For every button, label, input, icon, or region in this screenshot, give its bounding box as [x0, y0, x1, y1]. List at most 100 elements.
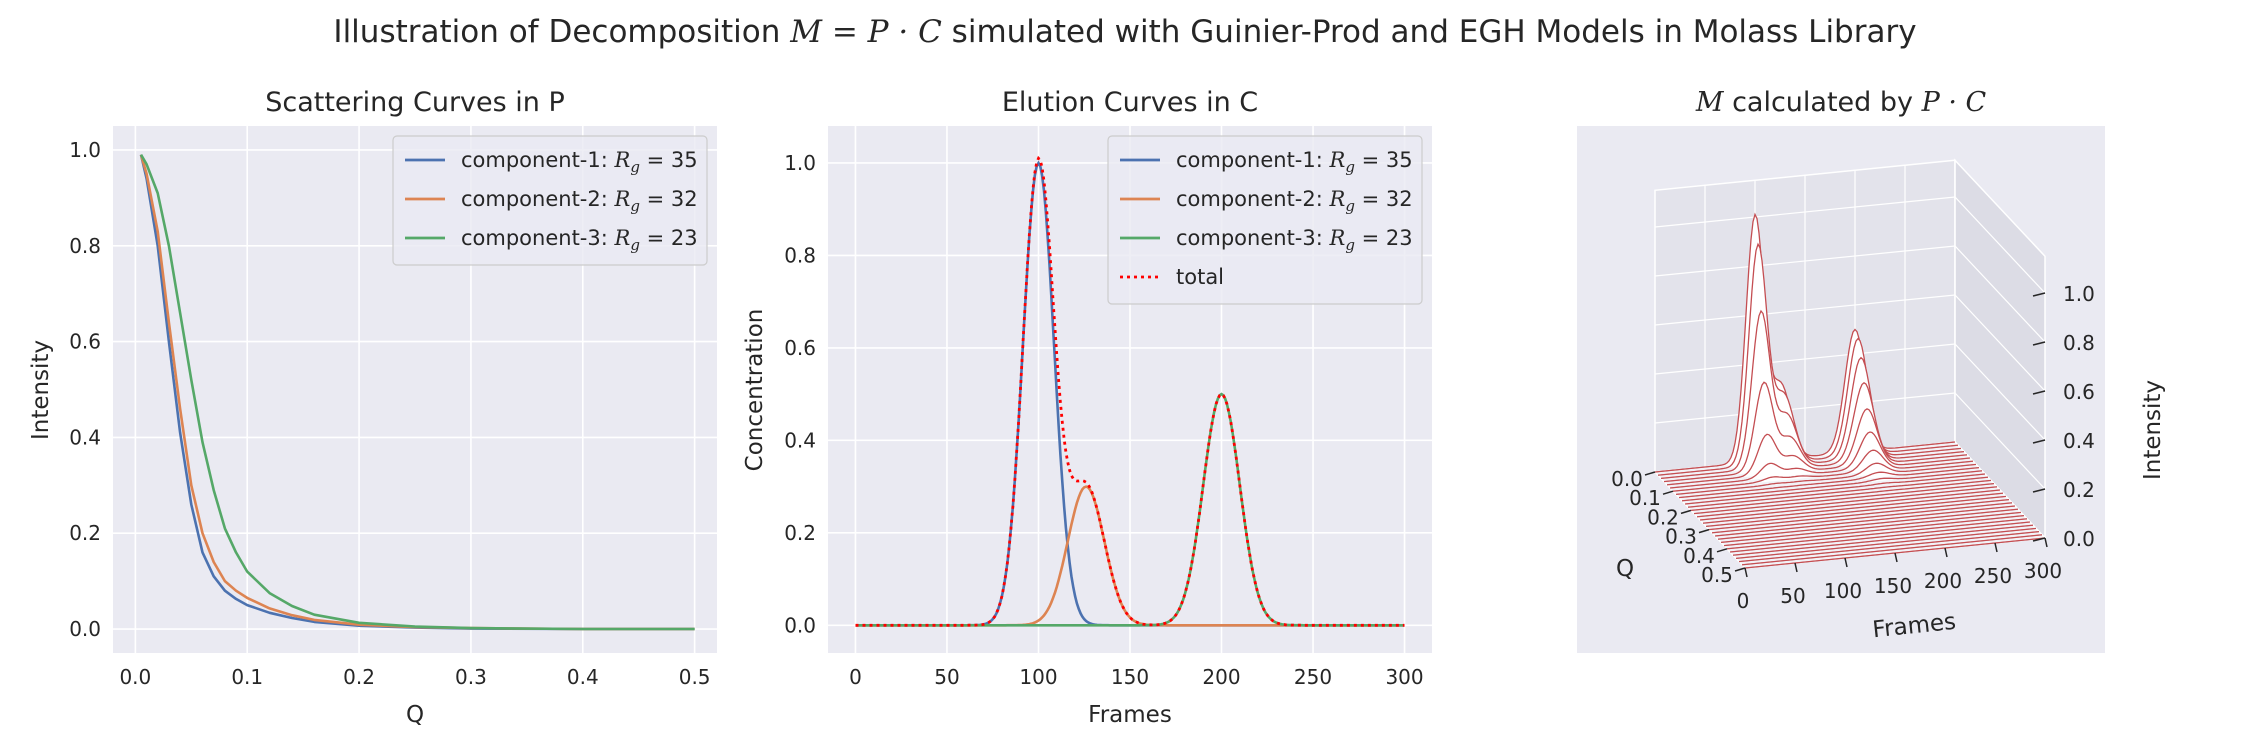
surface-slice-line — [1732, 524, 2034, 556]
surface-title: M calculated by P · C — [1695, 87, 1987, 118]
surface-z-tick — [2032, 488, 2046, 493]
scattering-title: Scattering Curves in P — [265, 87, 565, 118]
scattering-legend: component-1: Rg = 35 component-2: Rg = 32… — [392, 135, 708, 266]
surface-q-tick-label: 0.3 — [1665, 525, 1697, 549]
surface-slice-line — [1702, 492, 2004, 524]
surface-q-tick-label: 0.4 — [1683, 544, 1715, 568]
elution-xlabel: Frames — [1088, 702, 1172, 728]
surface-slice-line — [1693, 482, 1995, 515]
surface-frames-tick — [1944, 547, 1948, 558]
surface-slice-line — [1741, 534, 2043, 566]
elution-curves-panel: 0 50 100 150 200 250 300 0.0 0.2 0.4 0.6 0.8 1.0 Elu… — [742, 87, 1432, 728]
elution-title: Elution Curves in C — [1002, 87, 1258, 118]
elution-ylabel: Concentration — [742, 309, 768, 472]
surface-z-tick-label: 0.2 — [2063, 478, 2095, 502]
scattering-ytick-label: 0.4 — [69, 425, 101, 449]
surface-frames-tick-label: 300 — [2024, 559, 2062, 583]
suptitle-prefix: Illustration of Decomposition — [333, 14, 790, 50]
surface-z-tick-label: 0.4 — [2063, 429, 2095, 453]
scattering-xtick-label: 0.5 — [679, 665, 711, 689]
surface-3d-panel: M calculated by P · C 0.00.10.20.30.40.5… — [1577, 87, 2166, 653]
scattering-ytick-label: 0.0 — [69, 617, 101, 641]
surface-frames-tick — [2044, 537, 2048, 548]
scattering-xtick-label: 0.2 — [343, 665, 375, 689]
scattering-xtick-label: 0.0 — [119, 665, 151, 689]
elution-tick-labels: 0 50 100 150 200 250 300 0.0 0.2 0.4 0.6 0.8 1.0 — [784, 151, 1423, 689]
elution-total — [855, 155, 1405, 627]
surface-slice-line — [1738, 530, 2040, 563]
scattering-ytick-label: 0.8 — [69, 234, 101, 258]
scattering-legend-label: component-3: Rg = 23 — [461, 226, 698, 254]
surface-title-pc: P · C — [1921, 87, 1987, 118]
surface-slice-line — [1666, 408, 1968, 486]
scattering-ylabel: Intensity — [28, 340, 54, 440]
surface-title-middle: calculated by — [1723, 87, 1921, 118]
surface-slice-line — [1714, 505, 2016, 537]
scattering-series-3 — [139, 154, 695, 631]
scattering-ytick-label: 0.2 — [69, 521, 101, 545]
surface-slice-line — [1711, 502, 2013, 534]
elution-xtick-label: 200 — [1202, 665, 1240, 689]
surface-frames-tick — [1844, 557, 1848, 568]
surface-slice-line — [1672, 449, 1974, 492]
surface-slice-line — [1675, 462, 1977, 496]
surface-z-tick-label: 0.0 — [2063, 527, 2095, 551]
elution-ytick-label: 0.0 — [784, 613, 816, 637]
scattering-lines — [139, 154, 695, 631]
surface-q-tick-label: 0.2 — [1647, 505, 1679, 529]
scattering-legend-frame — [392, 135, 708, 266]
surface-frames-tick-label: 250 — [1974, 564, 2012, 588]
surface-q-tick — [1662, 490, 1674, 495]
surface-q-tick — [1716, 548, 1728, 553]
elution-legend-label: component-3: Rg = 23 — [1176, 226, 1413, 254]
elution-legend-label: total — [1176, 265, 1224, 289]
elution-ytick-label: 0.2 — [784, 521, 816, 545]
surface-q-tick — [1698, 528, 1710, 534]
elution-legend-label: component-2: Rg = 32 — [1176, 187, 1413, 215]
elution-legend: component-1: Rg = 35 component-2: Rg = 32… — [1107, 135, 1423, 305]
surface-slice-line — [1684, 473, 1986, 505]
scattering-legend-label: component-2: Rg = 32 — [461, 187, 698, 215]
surface-slice-line — [1660, 309, 1962, 480]
elution-legend-label: component-1: Rg = 35 — [1176, 148, 1413, 176]
elution-ytick-label: 0.8 — [784, 243, 816, 267]
surface-slice-line — [1690, 479, 1992, 512]
surface-q-tick — [1644, 471, 1656, 476]
surface-slice-line — [1729, 521, 2031, 553]
surface-slice-line — [1717, 508, 2019, 540]
surface-q-tick-label: 0.0 — [1611, 467, 1643, 491]
surface-slice-line — [1657, 242, 1959, 476]
scattering-curves-panel: 0.0 0.1 0.2 0.3 0.4 0.5 0.0 0.2 0.4 0.6 0.8 1.0 Sca… — [28, 87, 717, 728]
scattering-legend-label: component-1: Rg = 35 — [461, 148, 698, 176]
scattering-xlabel: Q — [406, 702, 424, 728]
elution-xtick-label: 300 — [1385, 665, 1423, 689]
surface-frames-tick — [1894, 552, 1898, 563]
surface-intensity-label: Intensity — [2140, 380, 2166, 480]
surface-slice-line — [1726, 518, 2028, 550]
suptitle-math: M = P · C — [789, 14, 942, 50]
surface-frames-tick — [1994, 542, 1998, 553]
surface-frames-tick-label: 100 — [1824, 579, 1862, 603]
elution-lines — [855, 155, 1405, 627]
surface-slice-line — [1735, 527, 2037, 560]
elution-xtick-label: 250 — [1294, 665, 1332, 689]
suptitle: Illustration of Decomposition M = P · C … — [333, 14, 1916, 50]
surface-q-label: Q — [1616, 556, 1634, 582]
surface-slice-line — [1723, 514, 2025, 547]
surface-z-tick — [2032, 537, 2046, 542]
scattering-xtick-label: 0.1 — [231, 665, 263, 689]
scattering-xtick-label: 0.4 — [567, 665, 599, 689]
elution-ytick-label: 1.0 — [784, 151, 816, 175]
surface-frames-tick — [1744, 567, 1748, 578]
surface-slice-line — [1663, 381, 1965, 483]
surface-slice-line — [1678, 466, 1980, 499]
surface-q-tick-label: 0.5 — [1701, 563, 1733, 587]
surface-z-tick-label: 0.6 — [2063, 380, 2095, 404]
surface-frames-tick — [1794, 562, 1798, 573]
surface-frames-tick-label: 0 — [1737, 589, 1750, 613]
elution-ytick-label: 0.4 — [784, 428, 816, 452]
scattering-tick-labels: 0.0 0.1 0.2 0.3 0.4 0.5 0.0 0.2 0.4 0.6 0.8 1.0 — [69, 138, 710, 689]
surface-slice-line — [1687, 476, 1989, 508]
scattering-ytick-label: 0.6 — [69, 330, 101, 354]
